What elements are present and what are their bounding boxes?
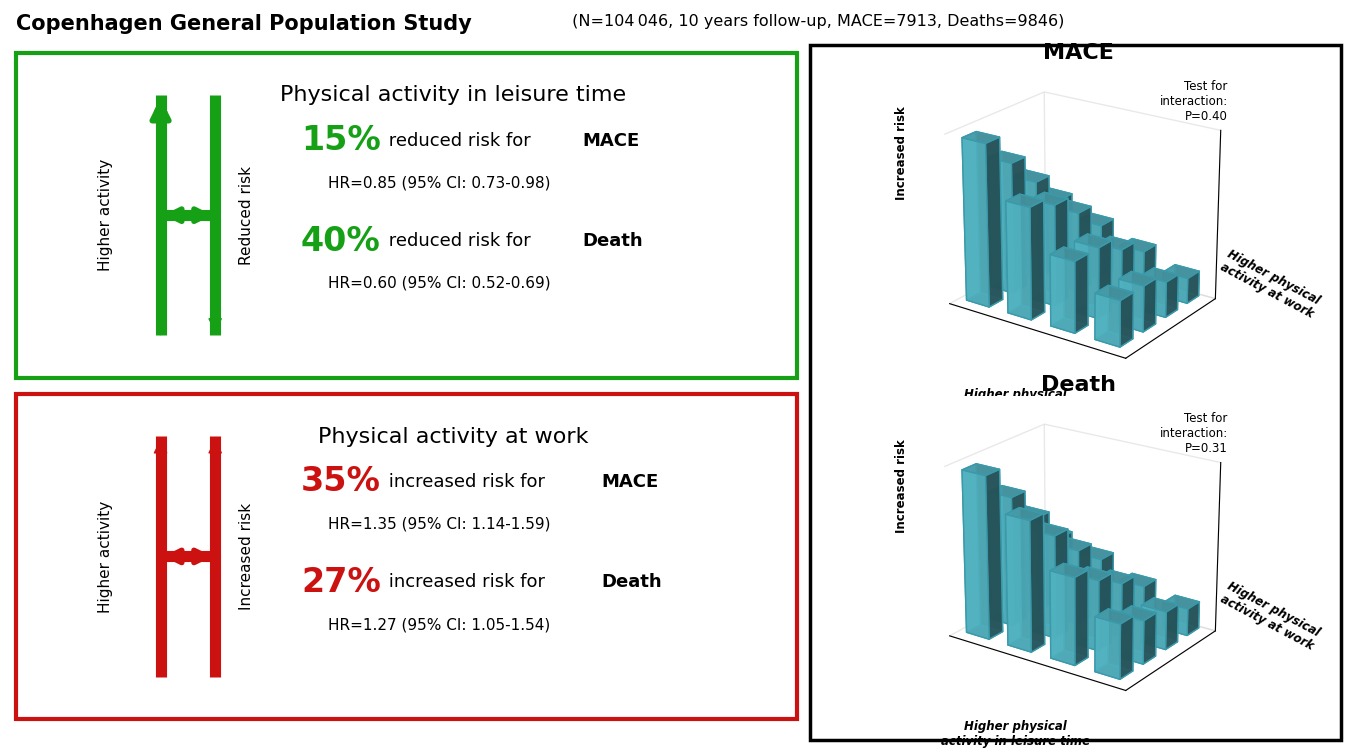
- Text: Copenhagen General Population Study: Copenhagen General Population Study: [16, 14, 472, 33]
- Text: reduced risk for: reduced risk for: [383, 232, 536, 250]
- FancyBboxPatch shape: [810, 45, 1341, 740]
- Text: HR=0.60 (95% CI: 0.52-0.69): HR=0.60 (95% CI: 0.52-0.69): [328, 276, 551, 291]
- Text: HR=1.35 (95% CI: 1.14-1.59): HR=1.35 (95% CI: 1.14-1.59): [328, 516, 551, 532]
- Text: reduced risk for: reduced risk for: [383, 131, 536, 149]
- FancyBboxPatch shape: [16, 394, 796, 719]
- Text: HR=1.27 (95% CI: 1.05-1.54): HR=1.27 (95% CI: 1.05-1.54): [328, 617, 551, 632]
- Text: Increased risk: Increased risk: [239, 503, 254, 610]
- Text: MACE: MACE: [601, 473, 659, 491]
- Text: increased risk for: increased risk for: [383, 473, 551, 491]
- Text: Test for
interaction:
P=0.31: Test for interaction: P=0.31: [1160, 412, 1227, 455]
- FancyBboxPatch shape: [16, 53, 796, 378]
- Text: Higher physical
activity at work: Higher physical activity at work: [1218, 580, 1323, 653]
- Text: Higher physical
activity at work: Higher physical activity at work: [1218, 248, 1323, 321]
- Text: 27%: 27%: [301, 566, 381, 599]
- Text: Higher activity: Higher activity: [99, 501, 113, 612]
- Text: increased risk for: increased risk for: [383, 573, 551, 591]
- Text: Reduced risk: Reduced risk: [239, 165, 254, 265]
- Text: 40%: 40%: [301, 225, 381, 257]
- Text: Increased risk: Increased risk: [895, 439, 907, 532]
- Text: Increased risk: Increased risk: [895, 106, 907, 200]
- Text: Higher physical
activity in leisure time: Higher physical activity in leisure time: [941, 388, 1089, 416]
- Text: 35%: 35%: [301, 465, 381, 498]
- Title: Death: Death: [1041, 374, 1116, 395]
- Text: Higher activity: Higher activity: [99, 159, 113, 271]
- Text: Physical activity in leisure time: Physical activity in leisure time: [279, 85, 626, 105]
- Text: Death: Death: [582, 232, 643, 250]
- Text: 15%: 15%: [301, 124, 381, 157]
- Text: HR=0.85 (95% CI: 0.73-0.98): HR=0.85 (95% CI: 0.73-0.98): [328, 175, 551, 190]
- Text: Physical activity at work: Physical activity at work: [317, 427, 589, 446]
- Text: Death: Death: [601, 573, 662, 591]
- Text: MACE: MACE: [582, 131, 639, 149]
- Text: Test for
interaction:
P=0.40: Test for interaction: P=0.40: [1160, 80, 1227, 123]
- Text: Higher physical
activity in leisure time: Higher physical activity in leisure time: [941, 720, 1089, 748]
- Text: (N=104 046, 10 years follow-up, MACE=7913, Deaths=9846): (N=104 046, 10 years follow-up, MACE=791…: [567, 14, 1064, 29]
- Title: MACE: MACE: [1044, 42, 1114, 63]
